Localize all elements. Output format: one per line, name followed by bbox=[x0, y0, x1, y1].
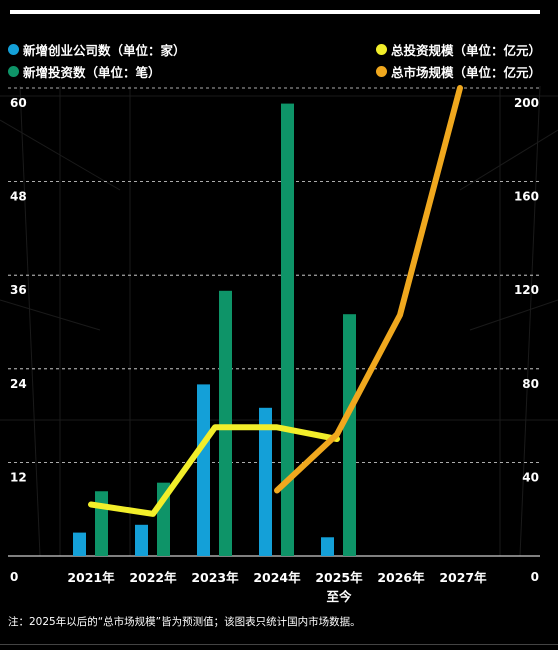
background-grid-line bbox=[0, 299, 101, 331]
legend-item-total-market: 总市场规模（单位：亿元） bbox=[376, 62, 541, 81]
legend-label: 总市场规模（单位：亿元） bbox=[391, 65, 542, 80]
bar-new-startups bbox=[135, 524, 148, 556]
bar-new-investments bbox=[219, 290, 232, 556]
bar-new-startups bbox=[197, 384, 210, 556]
left-axis-tick-label: 60 bbox=[10, 96, 27, 110]
legend-swatch bbox=[8, 66, 19, 77]
x-axis-tick-label: 2026年 bbox=[377, 570, 425, 585]
footnote: 注：2025年以后的“总市场规模”皆为预测值；该图表只统计国内市场数据。 bbox=[8, 616, 361, 628]
legend-item-new-investments: 新增投资数（单位：笔） bbox=[8, 62, 161, 81]
legend-swatch bbox=[8, 44, 19, 55]
line-total-market bbox=[274, 85, 463, 494]
left-axis-tick-label: 48 bbox=[10, 190, 27, 204]
x-axis-tick-label: 2021年 bbox=[67, 570, 115, 585]
legend-item-new-startups: 新增创业公司数（单位：家） bbox=[8, 40, 186, 59]
left-axis-tick-label: 0 bbox=[10, 570, 18, 584]
background-grid-line bbox=[19, 85, 41, 557]
bar-new-investments bbox=[343, 314, 356, 556]
left-axis-tick-label: 12 bbox=[10, 470, 27, 484]
left-axis-tick-label: 36 bbox=[10, 283, 27, 297]
x-axis-tick-label: 2025年 bbox=[315, 570, 363, 585]
bottom-rule bbox=[0, 644, 558, 645]
legend-label: 新增创业公司数（单位：家） bbox=[23, 43, 186, 58]
bar-new-investments bbox=[95, 491, 108, 556]
legend-swatch bbox=[376, 44, 387, 55]
left-axis-tick-label: 24 bbox=[10, 377, 27, 391]
x-axis-tick-label: 2023年 bbox=[191, 570, 239, 585]
right-axis-tick-label: 200 bbox=[514, 96, 539, 110]
x-axis-tick-label: 2024年 bbox=[253, 570, 301, 585]
x-axis-sublabel: 至今 bbox=[326, 589, 352, 604]
bar-new-startups bbox=[321, 537, 334, 556]
background-grid-line bbox=[459, 129, 558, 191]
x-axis-tick-label: 2022年 bbox=[129, 570, 177, 585]
legend-item-total-investment: 总投资规模（单位：亿元） bbox=[376, 40, 541, 59]
right-axis-tick-label: 0 bbox=[531, 570, 539, 584]
right-axis-tick-label: 40 bbox=[522, 470, 539, 484]
background-grid-line bbox=[469, 299, 558, 331]
right-axis-tick-label: 80 bbox=[522, 377, 539, 391]
right-axis-tick-label: 120 bbox=[514, 283, 539, 297]
x-axis-tick-label: 2027年 bbox=[439, 570, 487, 585]
background-grid-line bbox=[519, 85, 541, 557]
legend-label: 新增投资数（单位：笔） bbox=[23, 65, 161, 80]
top-rule bbox=[10, 10, 540, 14]
line-total-investment bbox=[88, 424, 340, 517]
right-axis-tick-label: 160 bbox=[514, 190, 539, 204]
legend-label: 总投资规模（单位：亿元） bbox=[391, 43, 542, 58]
bar-new-investments bbox=[281, 103, 294, 556]
bar-new-startups bbox=[259, 407, 272, 556]
chart-canvas: 0 12 24 36 48 60 0 40 80 120 160 200 2021年 2022年 2023年… bbox=[0, 85, 558, 604]
bar-new-startups bbox=[73, 532, 86, 556]
legend-swatch bbox=[376, 66, 387, 77]
